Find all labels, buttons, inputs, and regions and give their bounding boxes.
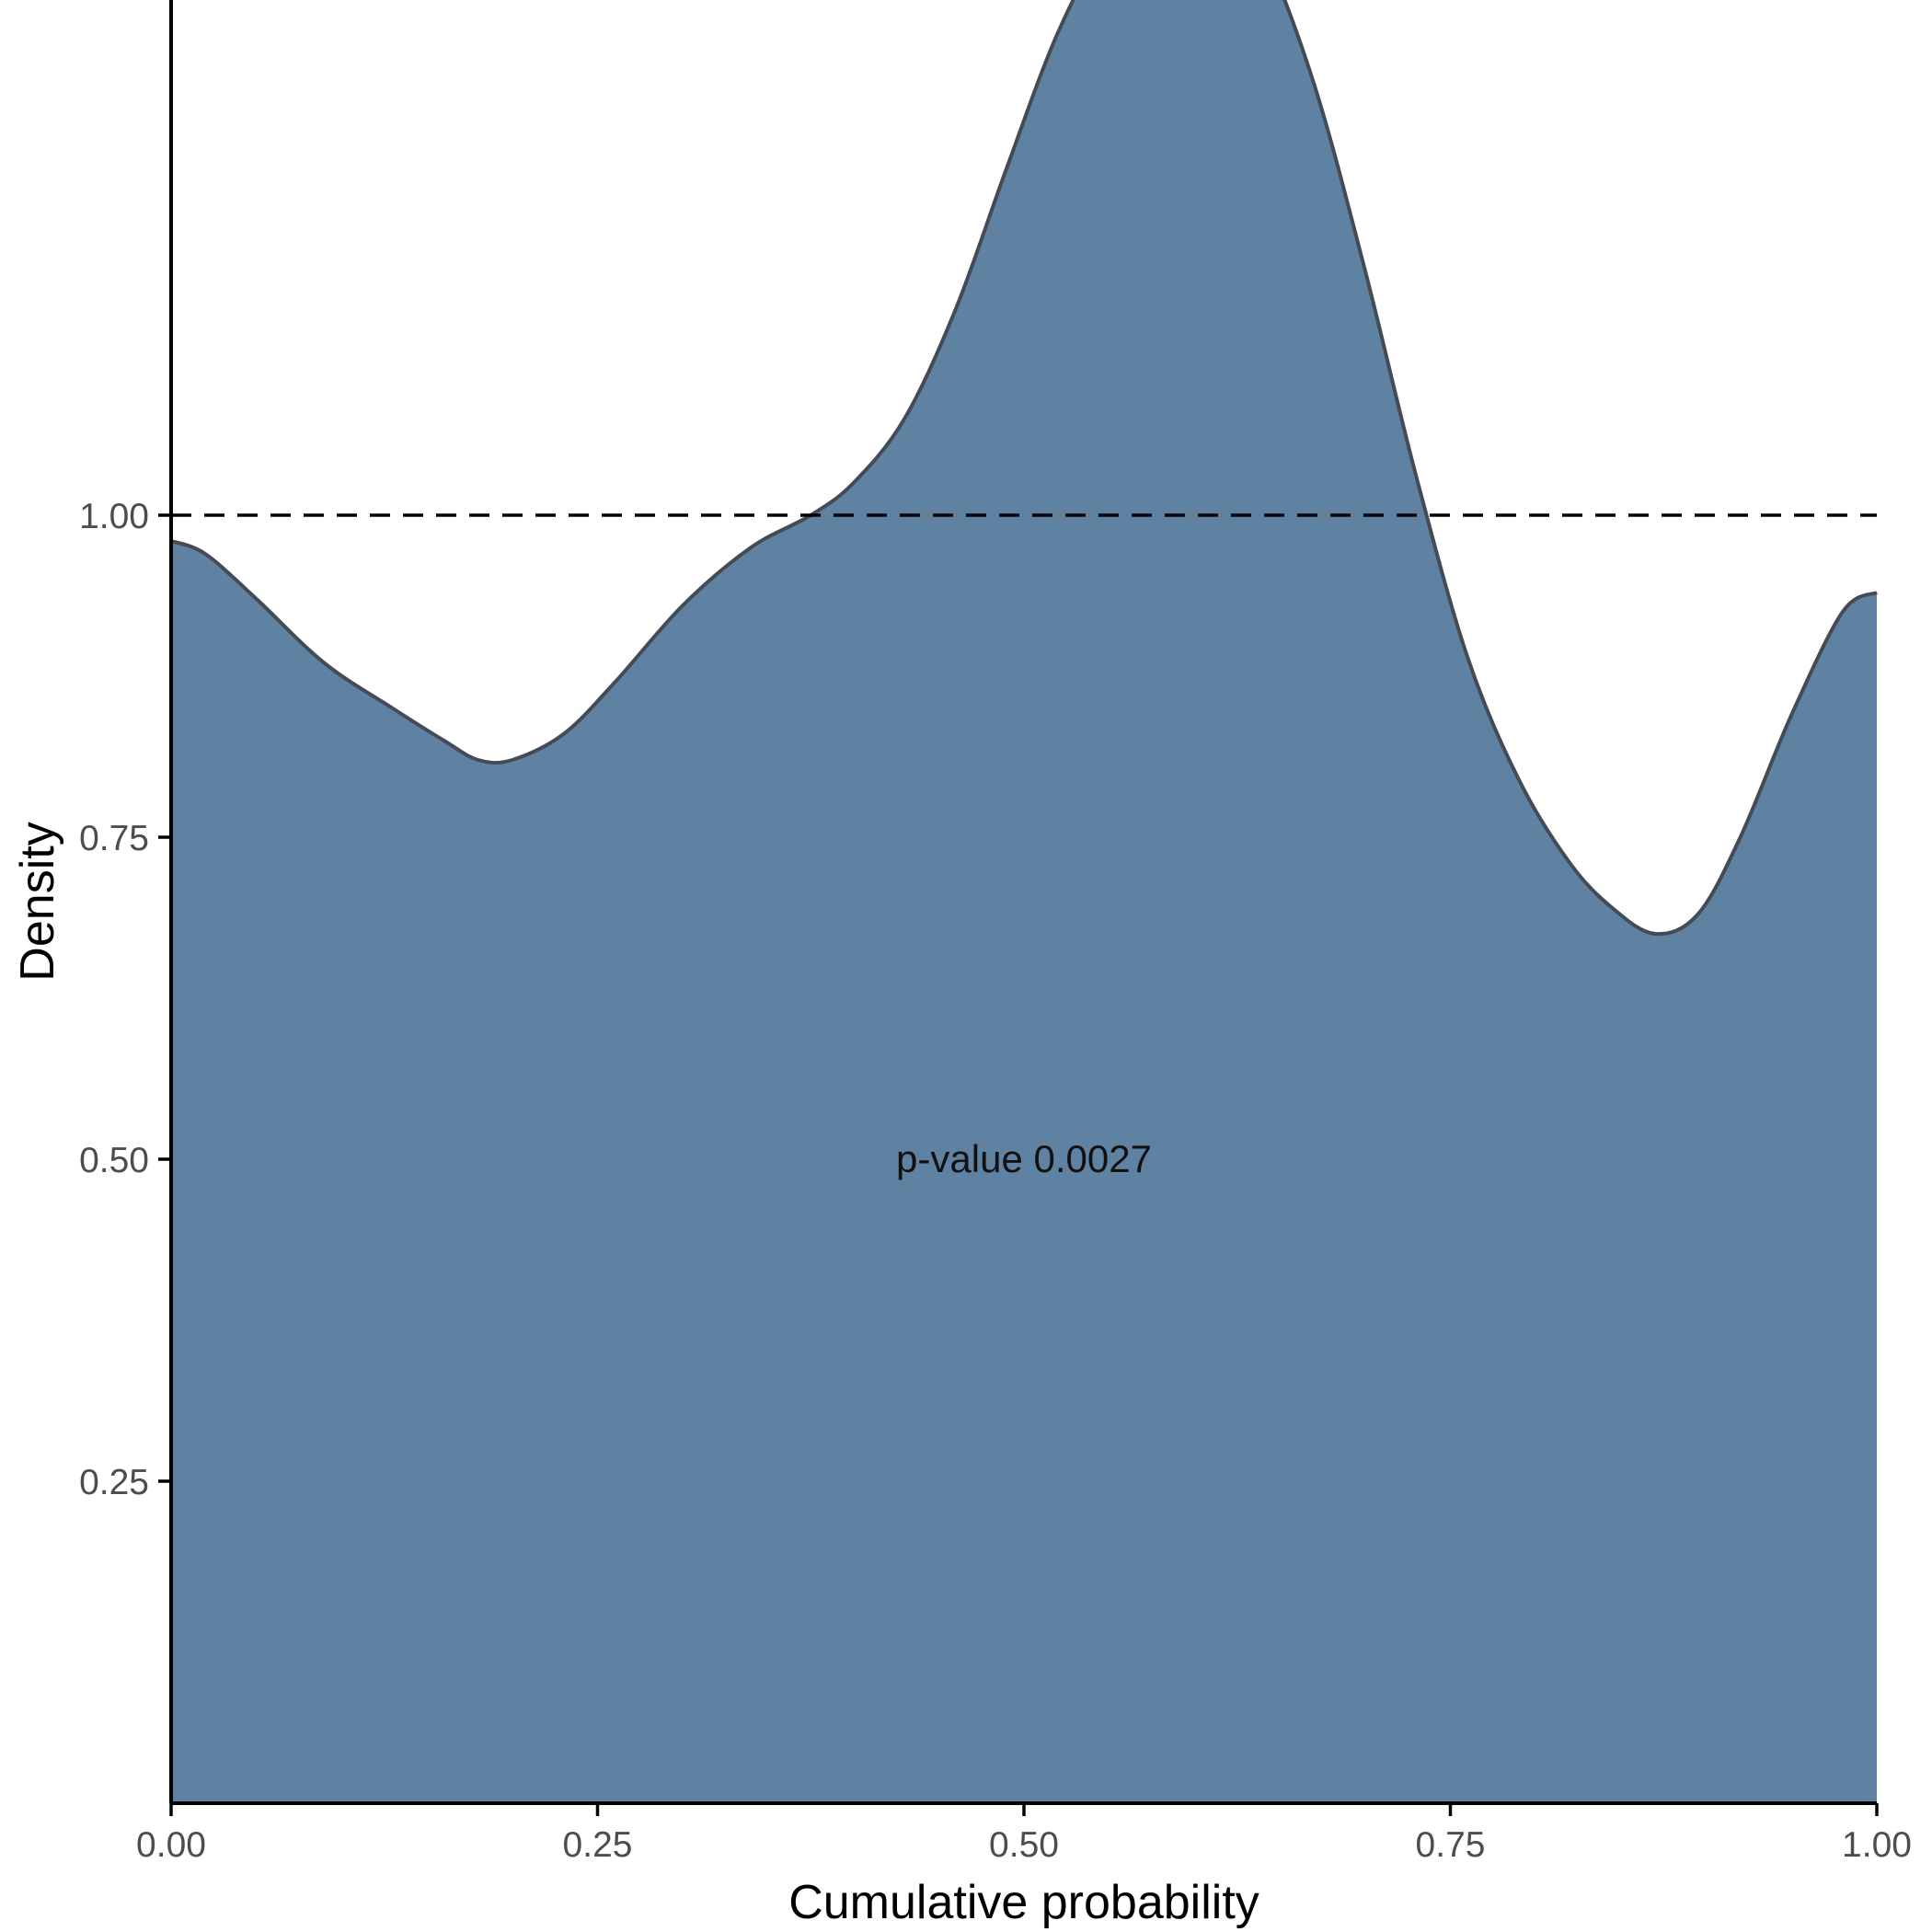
y-tick-label: 1.00 (79, 497, 149, 536)
x-tick-label: 0.00 (136, 1825, 206, 1865)
x-tick-label: 0.50 (989, 1825, 1059, 1865)
y-tick-label: 0.25 (79, 1463, 149, 1502)
x-tick-label: 1.00 (1842, 1825, 1912, 1865)
density-curve (170, 0, 1878, 937)
x-tick-label: 0.25 (563, 1825, 633, 1865)
density-area (171, 0, 1877, 1803)
plot-area (170, 0, 1878, 1803)
p-value-annotation: p-value 0.0027 (896, 1137, 1152, 1180)
axes: 0.00 0.25 0.50 0.75 1.00 0.25 0.50 0.75 1.00 (79, 0, 1912, 1865)
x-tick-label: 0.75 (1416, 1825, 1486, 1865)
y-tick-label: 0.75 (79, 819, 149, 858)
y-axis-title: Density (11, 822, 64, 981)
x-axis-title: Cumulative probability (788, 1876, 1259, 1929)
y-tick-label: 0.50 (79, 1141, 149, 1180)
